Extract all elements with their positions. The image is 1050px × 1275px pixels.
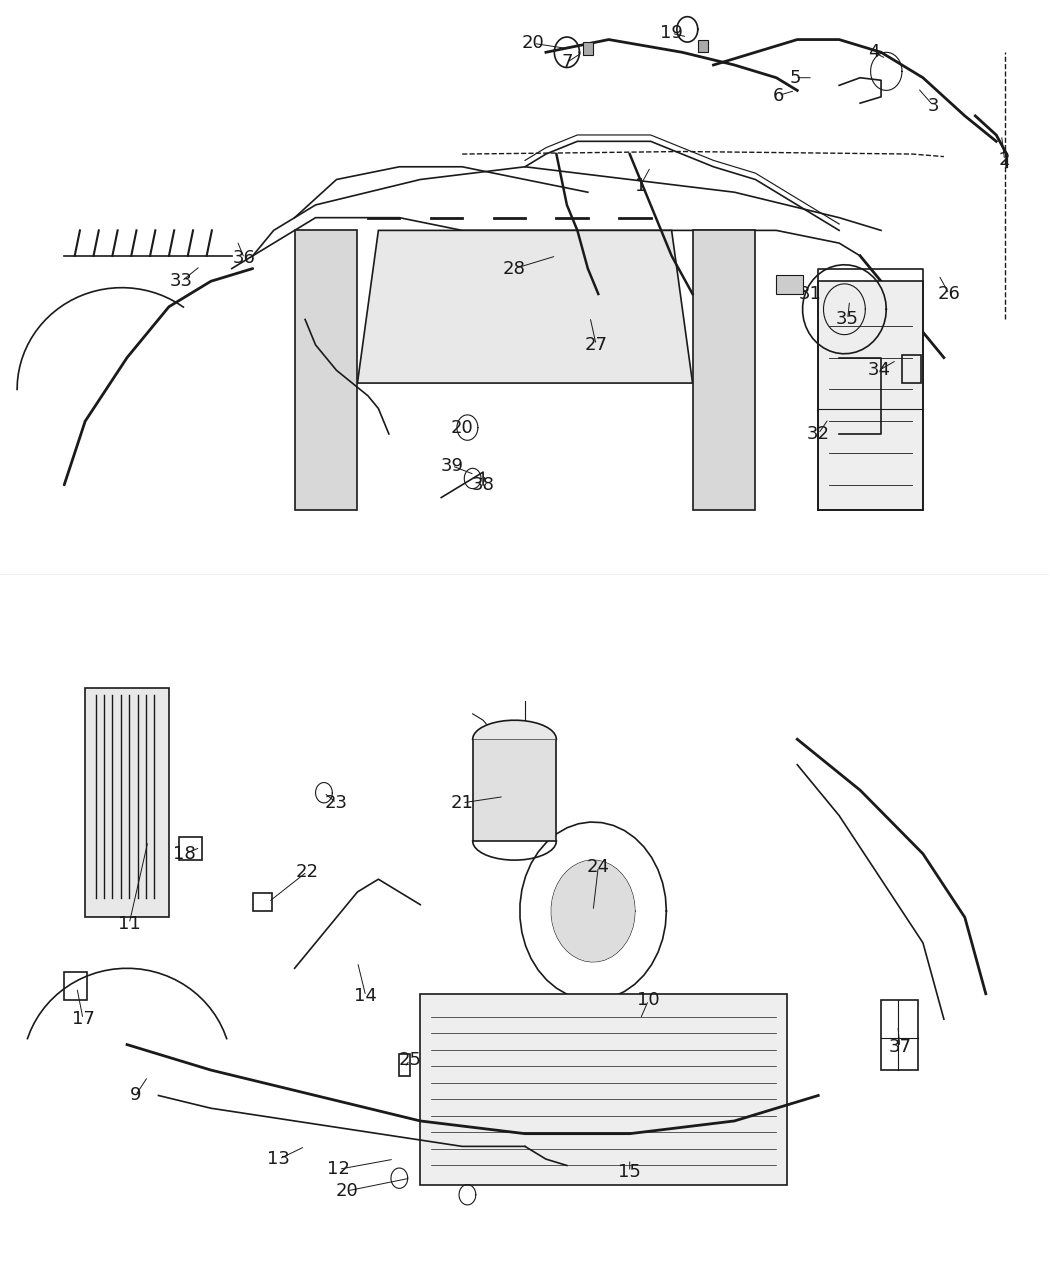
Text: 23: 23 <box>326 794 348 812</box>
Text: 20: 20 <box>336 1182 358 1200</box>
Text: 4: 4 <box>868 43 880 61</box>
Text: 18: 18 <box>173 845 196 863</box>
Text: 26: 26 <box>938 286 961 303</box>
Polygon shape <box>551 861 635 961</box>
Text: 28: 28 <box>503 260 526 278</box>
Text: 10: 10 <box>637 991 659 1009</box>
Bar <box>776 275 802 295</box>
Polygon shape <box>818 282 923 510</box>
Text: 34: 34 <box>867 361 890 380</box>
Text: 24: 24 <box>587 858 610 876</box>
Text: 7: 7 <box>561 54 572 71</box>
Text: 17: 17 <box>71 1010 94 1028</box>
Text: 20: 20 <box>450 418 474 436</box>
Text: 3: 3 <box>927 97 939 115</box>
Text: 9: 9 <box>130 1086 141 1104</box>
Bar <box>698 40 709 52</box>
Polygon shape <box>295 231 357 510</box>
Polygon shape <box>472 740 556 842</box>
Text: 35: 35 <box>836 310 859 329</box>
Bar <box>881 1000 918 1070</box>
Text: 32: 32 <box>806 425 830 442</box>
Text: 15: 15 <box>618 1163 642 1181</box>
Text: 38: 38 <box>471 476 495 493</box>
Bar <box>583 42 593 55</box>
Text: 22: 22 <box>296 863 319 881</box>
Text: 20: 20 <box>522 34 545 52</box>
Polygon shape <box>420 993 786 1184</box>
Text: 14: 14 <box>355 987 377 1005</box>
Text: 33: 33 <box>170 273 193 291</box>
Text: 36: 36 <box>233 250 256 268</box>
Bar <box>64 972 87 1000</box>
Text: 12: 12 <box>328 1160 350 1178</box>
Text: 11: 11 <box>118 914 141 933</box>
Bar <box>253 894 272 912</box>
Polygon shape <box>693 231 755 510</box>
Text: 13: 13 <box>268 1150 291 1168</box>
Bar <box>399 1053 410 1076</box>
Text: 6: 6 <box>773 87 784 105</box>
Polygon shape <box>85 688 169 918</box>
Text: 39: 39 <box>440 456 463 474</box>
Text: 31: 31 <box>798 286 821 303</box>
Text: 25: 25 <box>398 1051 421 1068</box>
Text: 27: 27 <box>585 335 608 354</box>
Text: 5: 5 <box>790 69 801 87</box>
Text: 21: 21 <box>450 794 474 812</box>
Polygon shape <box>472 720 556 739</box>
Bar <box>902 354 921 382</box>
Text: 19: 19 <box>660 24 684 42</box>
Text: 37: 37 <box>888 1038 911 1056</box>
Polygon shape <box>357 231 693 382</box>
Text: 1: 1 <box>634 177 646 195</box>
Bar <box>180 838 203 861</box>
Text: 2: 2 <box>999 152 1010 170</box>
